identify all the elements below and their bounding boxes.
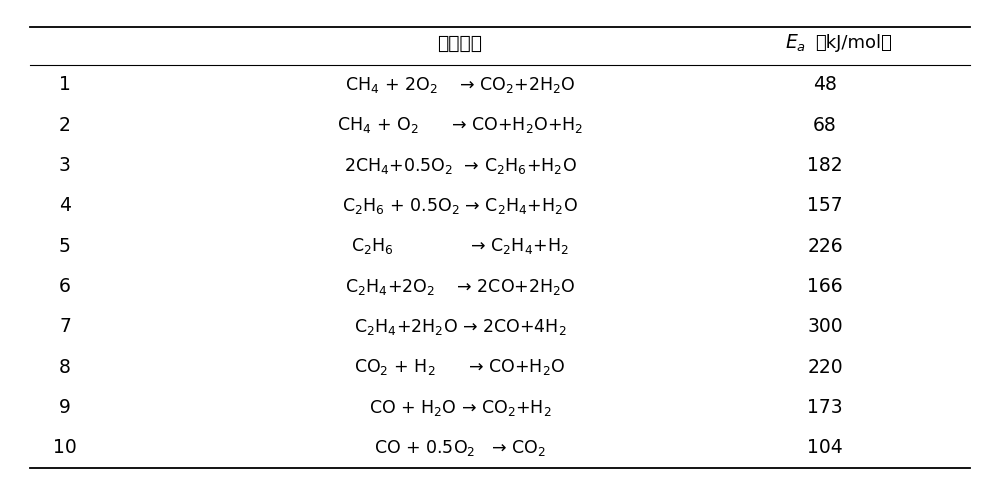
Text: 6: 6 bbox=[59, 277, 71, 296]
Text: 48: 48 bbox=[813, 75, 837, 95]
Text: C$_2$H$_4$+2H$_2$O → 2CO+4H$_2$: C$_2$H$_4$+2H$_2$O → 2CO+4H$_2$ bbox=[354, 317, 566, 337]
Text: 反应方程: 反应方程 bbox=[438, 34, 482, 53]
Text: 104: 104 bbox=[807, 438, 843, 457]
Text: （kJ/mol）: （kJ/mol） bbox=[815, 34, 892, 52]
Text: CH$_4$ + 2O$_2$    → CO$_2$+2H$_2$O: CH$_4$ + 2O$_2$ → CO$_2$+2H$_2$O bbox=[345, 75, 575, 95]
Text: 7: 7 bbox=[59, 317, 71, 336]
Text: 2: 2 bbox=[59, 116, 71, 135]
Text: CO + 0.5O$_2$   → CO$_2$: CO + 0.5O$_2$ → CO$_2$ bbox=[374, 438, 546, 458]
Text: 300: 300 bbox=[807, 317, 843, 336]
Text: CO$_2$ + H$_2$      → CO+H$_2$O: CO$_2$ + H$_2$ → CO+H$_2$O bbox=[354, 357, 566, 377]
Text: 5: 5 bbox=[59, 237, 71, 256]
Text: 173: 173 bbox=[807, 398, 843, 417]
Text: 220: 220 bbox=[807, 358, 843, 377]
Text: 182: 182 bbox=[807, 156, 843, 175]
Text: 226: 226 bbox=[807, 237, 843, 256]
Text: 1: 1 bbox=[59, 75, 71, 95]
Text: CO + H$_2$O → CO$_2$+H$_2$: CO + H$_2$O → CO$_2$+H$_2$ bbox=[369, 397, 551, 418]
Text: 9: 9 bbox=[59, 398, 71, 417]
Text: C$_2$H$_4$+2O$_2$    → 2CO+2H$_2$O: C$_2$H$_4$+2O$_2$ → 2CO+2H$_2$O bbox=[345, 276, 575, 297]
Text: 8: 8 bbox=[59, 358, 71, 377]
Text: 157: 157 bbox=[807, 196, 843, 216]
Text: $E_a$: $E_a$ bbox=[785, 33, 806, 54]
Text: C$_2$H$_6$              → C$_2$H$_4$+H$_2$: C$_2$H$_6$ → C$_2$H$_4$+H$_2$ bbox=[351, 236, 569, 256]
Text: 3: 3 bbox=[59, 156, 71, 175]
Text: C$_2$H$_6$ + 0.5O$_2$ → C$_2$H$_4$+H$_2$O: C$_2$H$_6$ + 0.5O$_2$ → C$_2$H$_4$+H$_2$… bbox=[342, 196, 578, 216]
Text: 166: 166 bbox=[807, 277, 843, 296]
Text: 2CH$_4$+0.5O$_2$  → C$_2$H$_6$+H$_2$O: 2CH$_4$+0.5O$_2$ → C$_2$H$_6$+H$_2$O bbox=[344, 156, 576, 176]
Text: 4: 4 bbox=[59, 196, 71, 216]
Text: 10: 10 bbox=[53, 438, 77, 457]
Text: 68: 68 bbox=[813, 116, 837, 135]
Text: CH$_4$ + O$_2$      → CO+H$_2$O+H$_2$: CH$_4$ + O$_2$ → CO+H$_2$O+H$_2$ bbox=[337, 115, 583, 135]
